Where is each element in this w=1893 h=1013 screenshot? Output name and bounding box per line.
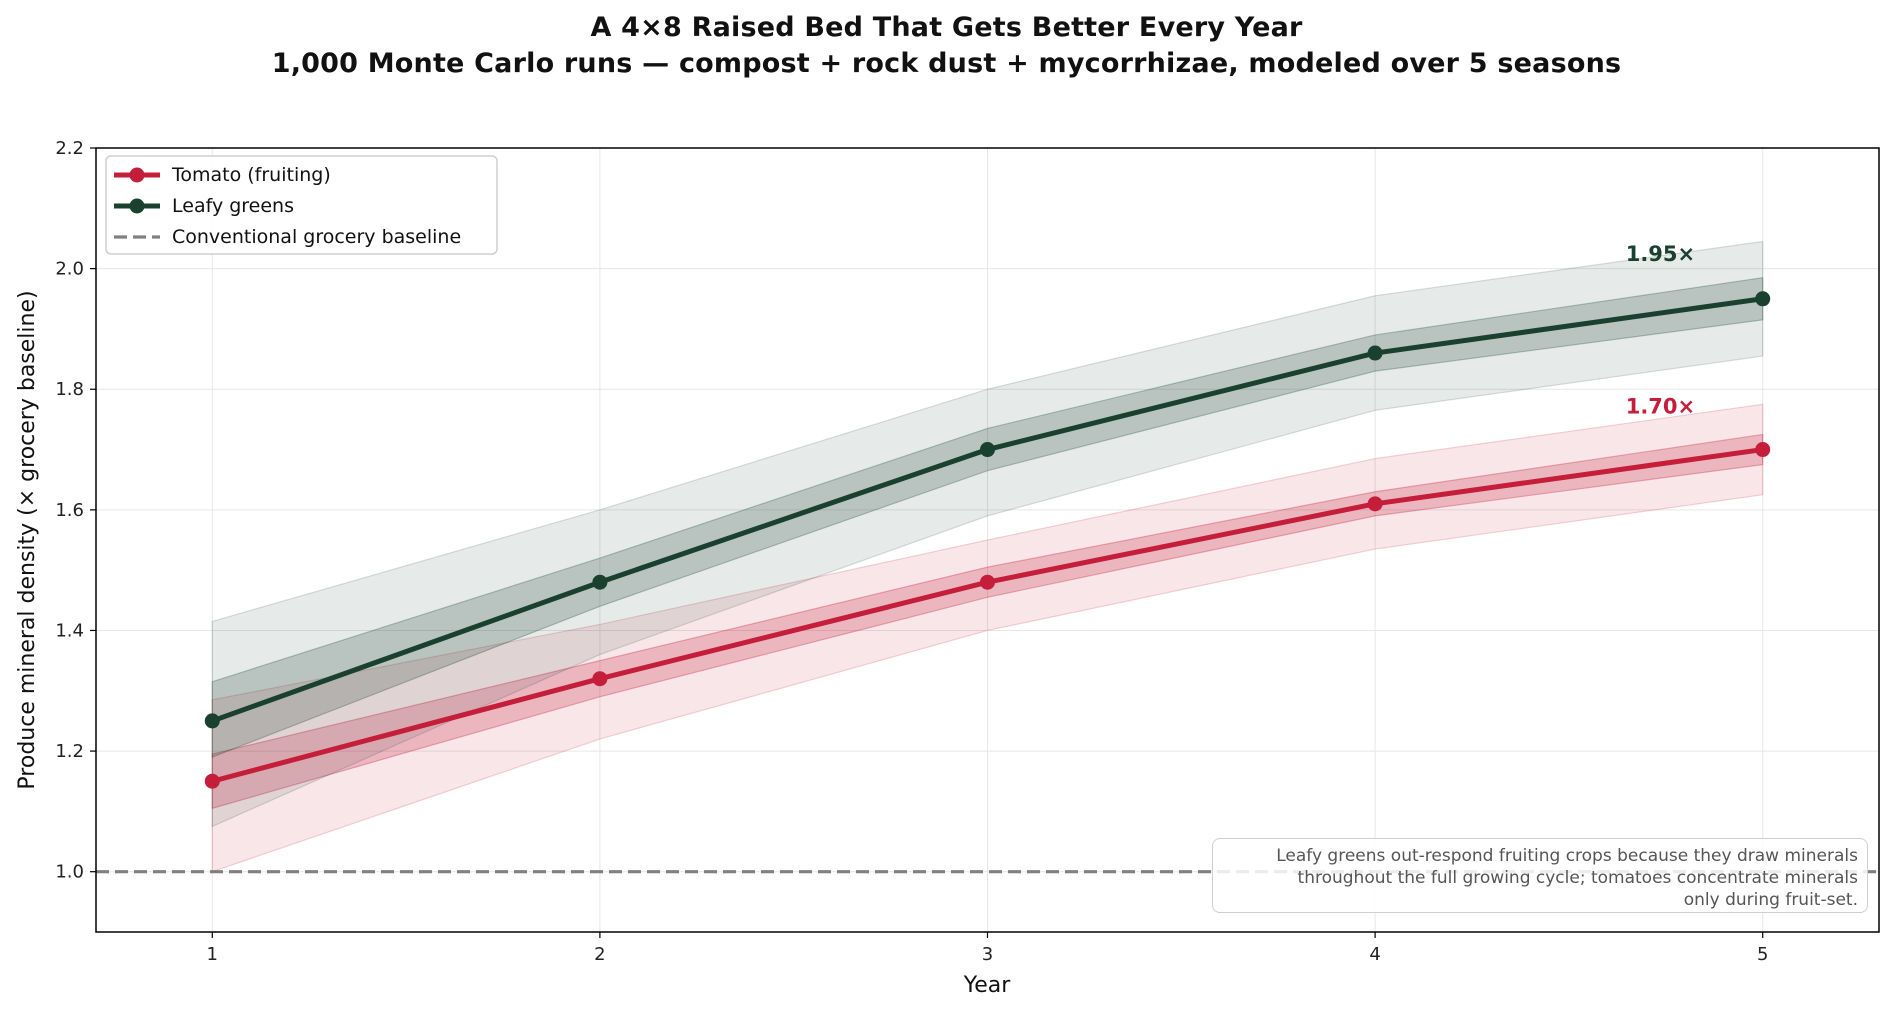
end-value-label: 1.95×: [1626, 242, 1695, 266]
y-tick-label: 1.6: [55, 500, 84, 521]
y-tick-label: 1.8: [55, 379, 84, 400]
inner-band-1: [211, 276, 1764, 758]
outer-band-0: [211, 403, 1764, 873]
data-point: [980, 574, 995, 590]
legend-frame: [105, 155, 498, 255]
annotation-line: only during fruit-set.: [1683, 890, 1858, 910]
annotation-note: Leafy greens out-respond fruiting crops …: [1212, 838, 1868, 913]
legend-label: Tomato (fruiting): [171, 164, 331, 186]
x-tick-label: 3: [982, 944, 993, 965]
annotation-line: throughout the full growing cycle; tomat…: [1297, 868, 1858, 888]
legend: Tomato (fruiting) Leafy greens Conventiona…: [105, 155, 498, 255]
y-tick-label: 1.0: [55, 862, 84, 883]
x-tick-label: 2: [594, 944, 605, 965]
chart-title-block: A 4×8 Raised Bed That Gets Better Every …: [0, 10, 1893, 82]
data-point: [204, 713, 220, 729]
series-layer: 1.70× 1.95×: [204, 242, 1771, 789]
y-tick-label: 1.2: [55, 741, 84, 762]
data-point: [1755, 442, 1771, 458]
data-point: [1755, 291, 1771, 307]
data-point: [1367, 496, 1383, 512]
annotation-line: Leafy greens out-respond fruiting crops …: [1276, 846, 1858, 866]
x-tick-label: 1: [207, 944, 218, 965]
legend-label: Conventional grocery baseline: [172, 226, 461, 248]
data-point: [592, 671, 608, 687]
y-tick-label: 2.2: [55, 138, 84, 159]
end-value-label: 1.70×: [1626, 395, 1695, 419]
y-tick-label: 1.4: [55, 620, 84, 641]
y-axis-label: Produce mineral density (× grocery basel…: [15, 290, 40, 789]
tick-layer: 1 2 3 4 5 1.0 1.2 1.4 1.6 1.8 2.0 2.2: [55, 138, 1768, 965]
chart-subtitle: 1,000 Monte Carlo runs — compost + rock …: [271, 48, 1622, 79]
legend-marker: [129, 198, 145, 214]
x-axis-label: Year: [963, 973, 1012, 998]
data-point: [980, 442, 995, 458]
data-point: [592, 574, 608, 590]
plot-frame: [95, 147, 1880, 933]
y-tick-label: 2.0: [55, 259, 84, 280]
legend-marker: [129, 167, 145, 183]
data-point: [204, 773, 220, 789]
legend-label: Leafy greens: [172, 195, 294, 217]
x-tick-label: 5: [1757, 944, 1768, 965]
x-tick-label: 4: [1369, 944, 1380, 965]
data-point: [1367, 345, 1383, 361]
chart-title: A 4×8 Raised Bed That Gets Better Every …: [590, 12, 1303, 43]
